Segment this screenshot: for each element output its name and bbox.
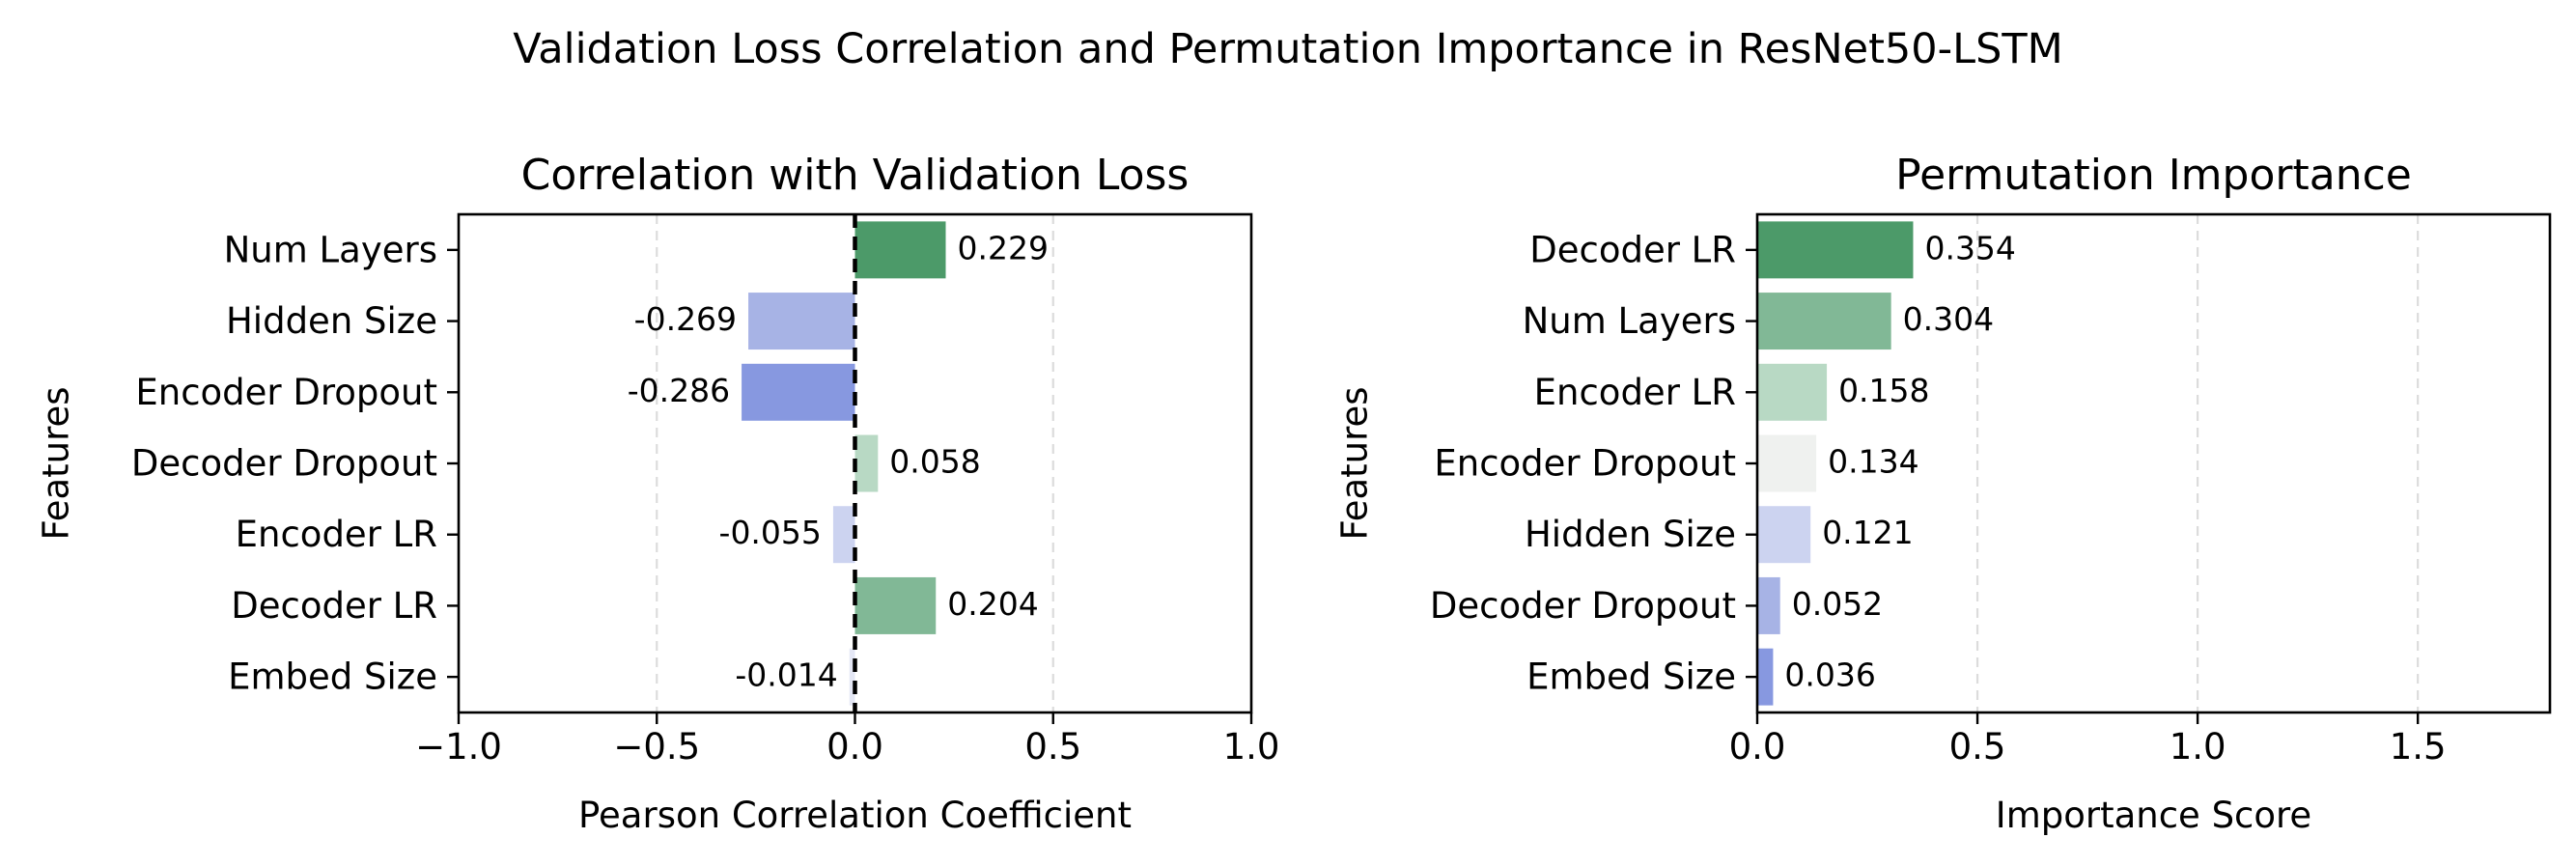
perm-xtick-label: 0.5 [1949,726,2006,768]
perm-value-label: 0.052 [1792,585,1883,623]
corr-bar [854,221,946,279]
perm-value-label: 0.304 [1903,300,1994,338]
corr-value-label: -0.269 [634,300,737,338]
perm-bar [1757,434,1817,492]
corr-bar [832,506,855,564]
corr-bar [854,576,937,634]
perm-bar [1757,648,1774,706]
corr-xlabel: Pearson Correlation Coefficient [578,795,1132,836]
permutation-importance-panel: 0.354 0.304 0.158 0.134 0.121 0.052 0.036 Decod… [1334,151,2552,836]
perm-ylabel: Features [1334,386,1376,540]
corr-bar [849,648,855,706]
corr-xtick-label: −1.0 [415,726,502,768]
corr-bar [742,363,855,421]
perm-category-label: Embed Size [1526,656,1736,698]
perm-category-label: Encoder LR [1534,372,1736,413]
perm-bar [1757,363,1828,421]
perm-category-label: Decoder LR [1529,229,1736,270]
perm-category-label: Hidden Size [1525,514,1736,555]
corr-xtick-label: 0.5 [1024,726,1081,768]
corr-bar [748,293,855,350]
perm-bar [1757,576,1780,634]
corr-category-label: Num Layers [224,229,437,270]
corr-ylabel: Features [36,386,77,540]
corr-title: Correlation with Validation Loss [521,151,1190,200]
corr-xtick-label: 1.0 [1223,726,1280,768]
perm-category-label: Num Layers [1523,300,1736,342]
corr-category-label: Encoder Dropout [135,372,437,413]
perm-value-label: 0.121 [1822,514,1913,551]
corr-category-label: Decoder Dropout [131,443,437,485]
correlation-panel: 0.229 -0.269 -0.286 0.058 -0.055 0.204 -0.014 N… [36,151,1280,836]
corr-value-label: 0.058 [889,443,980,481]
perm-xtick-label: 1.5 [2390,726,2447,768]
perm-category-label: Decoder Dropout [1430,585,1736,627]
perm-value-label: 0.036 [1784,656,1875,694]
corr-xtick-label: 0.0 [826,726,883,768]
perm-value-label: 0.134 [1828,443,1918,481]
figure-suptitle: Validation Loss Correlation and Permutat… [513,25,2063,73]
corr-value-label: -0.286 [628,372,730,409]
perm-title: Permutation Importance [1895,151,2412,200]
corr-value-label: 0.204 [947,585,1038,623]
perm-xtick-label: 1.0 [2170,726,2226,768]
corr-category-label: Encoder LR [236,514,437,555]
perm-category-label: Encoder Dropout [1434,443,1736,485]
perm-bar [1757,221,1914,279]
perm-value-label: 0.158 [1838,372,1929,409]
perm-xtick-label: 0.0 [1729,726,1786,768]
corr-value-label: -0.014 [735,656,837,694]
perm-bar [1757,293,1891,350]
perm-bar [1757,506,1811,564]
perm-xlabel: Importance Score [1996,795,2311,836]
perm-value-label: 0.354 [1924,229,2015,266]
corr-value-label: 0.229 [958,229,1049,266]
corr-value-label: -0.055 [719,514,822,551]
corr-category-label: Decoder LR [231,585,437,627]
corr-xtick-label: −0.5 [613,726,700,768]
corr-bar [854,434,879,492]
corr-category-label: Embed Size [228,656,437,698]
corr-category-label: Hidden Size [226,300,437,342]
